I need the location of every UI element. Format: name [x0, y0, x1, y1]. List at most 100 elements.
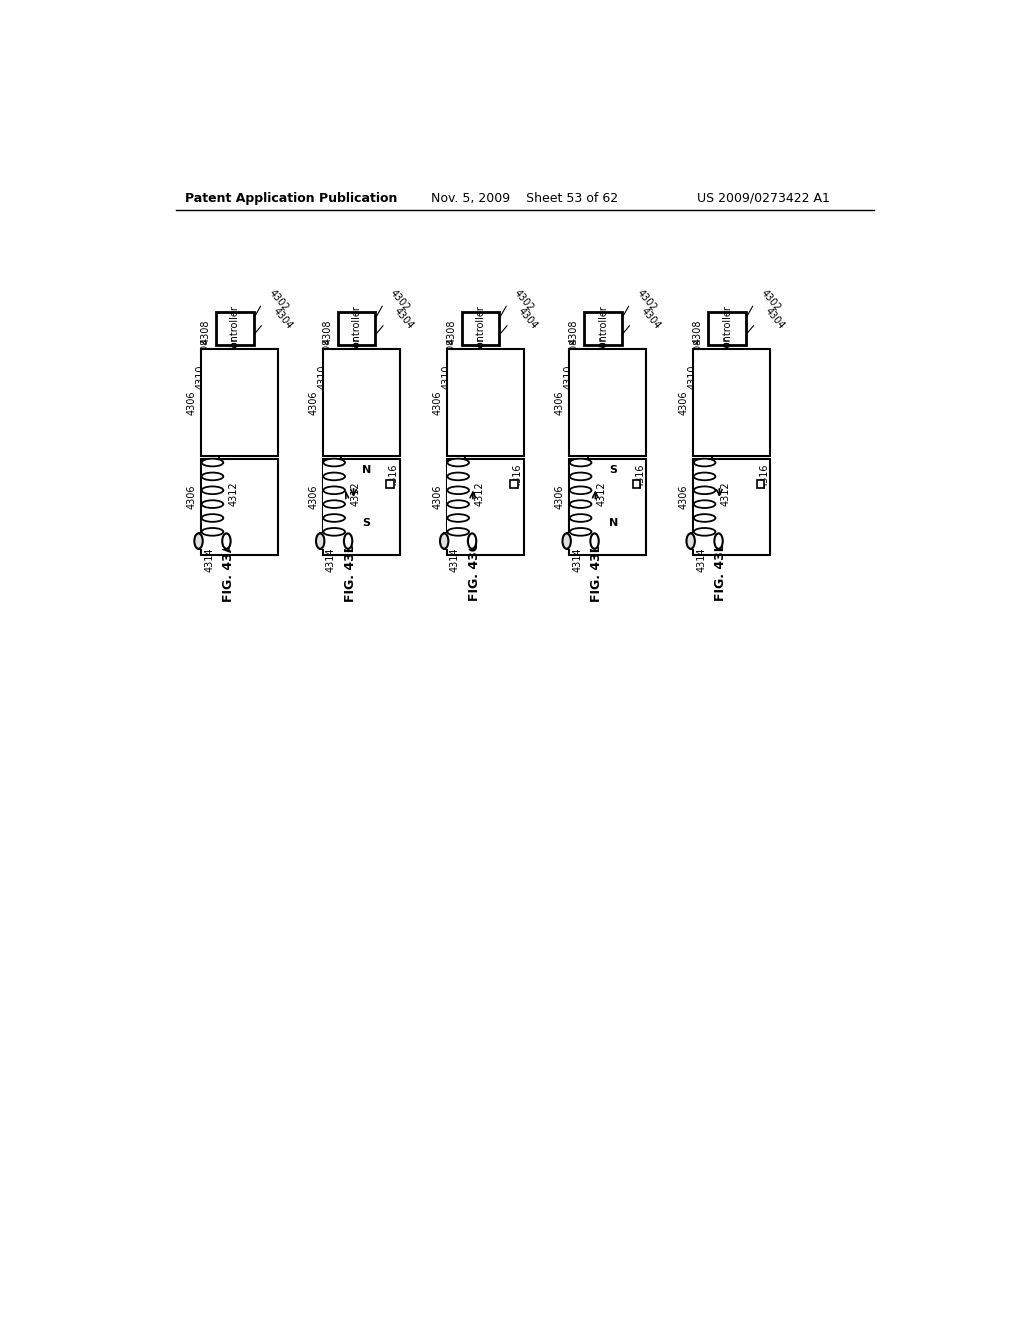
Text: 4316: 4316: [513, 463, 523, 488]
Text: 4310: 4310: [564, 364, 574, 389]
Text: FIG. 43C: FIG. 43C: [468, 543, 481, 602]
Text: 4308: 4308: [446, 338, 456, 360]
Ellipse shape: [202, 486, 223, 494]
Bar: [323, 350, 400, 455]
Text: 4314: 4314: [326, 548, 336, 572]
Text: 4308: 4308: [692, 319, 702, 345]
Text: 4314: 4314: [451, 548, 460, 572]
Ellipse shape: [686, 533, 695, 549]
Ellipse shape: [324, 458, 345, 466]
Bar: [338, 354, 375, 400]
Text: 4304: 4304: [639, 305, 663, 331]
Text: N: N: [608, 517, 617, 528]
Text: Pulse Generator: Pulse Generator: [230, 338, 240, 416]
Bar: [589, 408, 622, 446]
Text: 4312: 4312: [474, 482, 484, 506]
Bar: [693, 350, 770, 455]
Text: 4316: 4316: [635, 463, 645, 488]
Text: 4306: 4306: [679, 484, 689, 510]
Bar: [221, 408, 254, 446]
Text: Controller: Controller: [230, 305, 240, 352]
Bar: [343, 408, 375, 446]
Text: 4308: 4308: [446, 319, 456, 345]
Bar: [713, 408, 745, 446]
Bar: [569, 350, 646, 455]
Ellipse shape: [324, 513, 345, 521]
Text: Controller: Controller: [598, 305, 608, 352]
Ellipse shape: [222, 533, 230, 549]
Text: 4310: 4310: [196, 364, 206, 389]
Bar: [690, 533, 719, 549]
Text: 4314: 4314: [205, 548, 214, 572]
Text: 4308: 4308: [201, 338, 210, 360]
Text: 4306: 4306: [432, 484, 442, 510]
Ellipse shape: [693, 513, 716, 521]
Ellipse shape: [569, 473, 592, 480]
Bar: [566, 533, 595, 549]
Text: 4312: 4312: [350, 482, 360, 506]
Text: US 2009/0273422 A1: US 2009/0273422 A1: [697, 191, 829, 205]
Ellipse shape: [324, 486, 345, 494]
Text: Current
Direction
Switch: Current Direction Switch: [591, 408, 621, 446]
Ellipse shape: [468, 533, 476, 549]
Text: 4302: 4302: [759, 288, 782, 313]
Ellipse shape: [202, 500, 223, 508]
Bar: [447, 462, 469, 532]
Text: FIG. 43B: FIG. 43B: [344, 543, 357, 602]
Ellipse shape: [447, 458, 469, 466]
Text: Pulse Generator: Pulse Generator: [475, 338, 485, 416]
Ellipse shape: [569, 458, 592, 466]
Text: 4304: 4304: [763, 305, 786, 331]
Text: Current
Direction
Switch: Current Direction Switch: [715, 408, 744, 446]
Text: 4302: 4302: [266, 288, 290, 313]
Bar: [585, 354, 622, 400]
Bar: [444, 533, 472, 549]
Text: 4302: 4302: [512, 288, 536, 313]
Text: Nov. 5, 2009    Sheet 53 of 62: Nov. 5, 2009 Sheet 53 of 62: [431, 191, 618, 205]
Bar: [633, 480, 640, 488]
Text: 4304: 4304: [516, 305, 540, 331]
Ellipse shape: [693, 528, 716, 536]
Bar: [446, 459, 524, 554]
Ellipse shape: [202, 473, 223, 480]
Bar: [338, 313, 375, 345]
Ellipse shape: [569, 528, 592, 536]
Bar: [585, 313, 622, 345]
Text: 4306: 4306: [186, 391, 197, 414]
Text: 4312: 4312: [597, 482, 606, 506]
Bar: [202, 462, 223, 532]
Text: FIG. 43E: FIG. 43E: [715, 543, 727, 601]
Bar: [462, 313, 500, 345]
Bar: [446, 350, 524, 455]
Bar: [569, 459, 646, 554]
Ellipse shape: [202, 513, 223, 521]
Bar: [201, 459, 279, 554]
Text: Current
Direction
Switch: Current Direction Switch: [468, 408, 498, 446]
Bar: [709, 354, 745, 400]
Text: 4308: 4308: [569, 338, 579, 360]
Bar: [323, 459, 400, 554]
Text: 4306: 4306: [679, 391, 689, 414]
Ellipse shape: [693, 458, 716, 466]
Text: 4306: 4306: [308, 484, 318, 510]
Bar: [386, 480, 394, 488]
Text: S: S: [362, 517, 371, 528]
Ellipse shape: [447, 513, 469, 521]
Ellipse shape: [569, 486, 592, 494]
Text: 4316: 4316: [759, 463, 769, 488]
Text: 4304: 4304: [270, 305, 294, 331]
Text: 4302: 4302: [388, 288, 412, 313]
Text: 4314: 4314: [696, 548, 707, 572]
Ellipse shape: [447, 500, 469, 508]
Text: Pulse Generator: Pulse Generator: [722, 338, 732, 416]
Ellipse shape: [569, 513, 592, 521]
Text: 4302: 4302: [635, 288, 658, 313]
Bar: [201, 350, 279, 455]
Ellipse shape: [316, 533, 325, 549]
Text: S: S: [609, 465, 617, 475]
Text: Current
Direction
Switch: Current Direction Switch: [222, 408, 252, 446]
Text: 4308: 4308: [323, 319, 332, 345]
Bar: [324, 462, 345, 532]
Text: 4308: 4308: [201, 319, 211, 345]
Ellipse shape: [324, 473, 345, 480]
